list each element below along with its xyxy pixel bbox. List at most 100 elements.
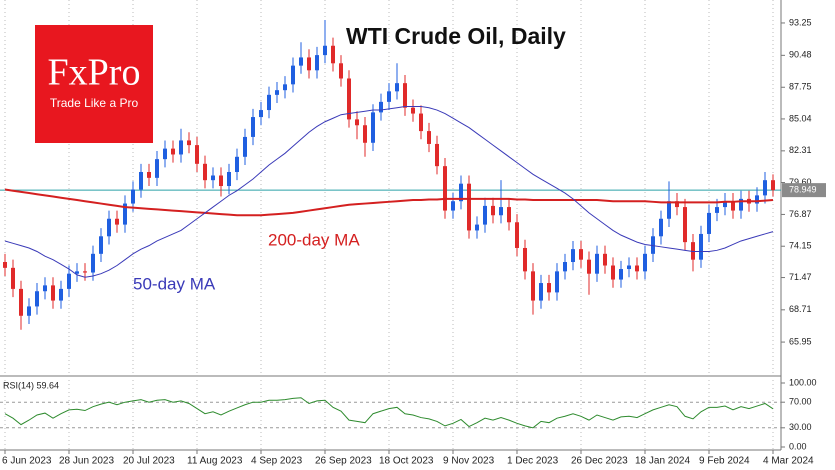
y-tick-label: 100.00: [789, 377, 817, 387]
y-tick-label: 70.00: [789, 397, 812, 407]
x-tick-label: 18 Oct 2023: [379, 456, 434, 467]
candle-body: [475, 224, 479, 231]
candle-body: [387, 91, 391, 102]
x-tick-label: 4 Sep 2023: [251, 456, 303, 467]
logo-brand: FxPro: [48, 52, 141, 94]
candle-body: [395, 83, 399, 92]
candle-body: [267, 94, 271, 111]
candle-body: [43, 285, 47, 292]
candle-body: [355, 119, 359, 126]
candle-body: [555, 271, 559, 293]
candle-body: [739, 198, 743, 211]
candle-body: [507, 207, 511, 223]
candle-body: [115, 218, 119, 225]
y-tick-label: 30.00: [789, 422, 812, 432]
candle-body: [643, 253, 647, 272]
x-tick-label: 4 Mar 2024: [763, 456, 814, 467]
y-tick-label: 82.31: [789, 145, 812, 155]
candle-body: [147, 171, 151, 178]
candle-body: [91, 253, 95, 273]
y-tick-label: 76.87: [789, 209, 812, 219]
logo-box: [35, 25, 153, 143]
candle-body: [299, 57, 303, 66]
candle-body: [275, 90, 279, 95]
candle-body: [675, 201, 679, 208]
x-tick-label: 9 Nov 2023: [443, 456, 495, 467]
candle-body: [491, 205, 495, 216]
candle-body: [587, 259, 591, 274]
candle-body: [155, 159, 159, 178]
candle-body: [363, 125, 367, 143]
candle-body: [379, 101, 383, 113]
candle-body: [731, 201, 735, 211]
candle-body: [67, 273, 71, 289]
candle-body: [755, 195, 759, 204]
candle-body: [19, 288, 23, 316]
candle-body: [635, 265, 639, 272]
candle-body: [571, 249, 575, 263]
candle-body: [99, 236, 103, 254]
candle-body: [539, 283, 543, 301]
current-price-box: [782, 183, 826, 198]
candle-body: [619, 269, 623, 280]
candle-body: [699, 233, 703, 260]
candle-body: [123, 203, 127, 225]
candle-body: [411, 107, 415, 114]
line-series: [4, 106, 774, 278]
candle-body: [371, 112, 375, 143]
y-tick-label: 93.25: [789, 17, 812, 27]
y-tick-label: 74.15: [789, 241, 812, 251]
candle-body: [603, 253, 607, 266]
candle-body: [195, 145, 199, 164]
candle-body: [179, 140, 183, 155]
y-tick-label: 79.60: [789, 177, 812, 187]
candle-body: [659, 218, 663, 237]
candle-body: [563, 262, 567, 272]
candle-body: [163, 148, 167, 160]
candle-body: [707, 212, 711, 234]
y-tick-label: 71.47: [789, 272, 812, 282]
candle-body: [235, 156, 239, 172]
candle-body: [435, 143, 439, 167]
candle-body: [595, 253, 599, 274]
x-tick-label: 26 Sep 2023: [315, 456, 372, 467]
candle-body: [211, 175, 215, 181]
y-tick-label: 87.75: [789, 82, 812, 92]
candle-body: [683, 207, 687, 243]
candle-body: [227, 171, 231, 187]
candle-body: [59, 288, 63, 301]
candle-body: [403, 83, 407, 108]
candle-body: [291, 65, 295, 85]
candle-body: [483, 205, 487, 225]
marks: [3, 20, 775, 429]
candle-body: [715, 207, 719, 213]
candle-body: [499, 207, 503, 216]
line-series: [4, 397, 774, 429]
candle-body: [3, 262, 7, 268]
x-tick-label: 1 Dec 2023: [507, 456, 559, 467]
candle-body: [139, 171, 143, 190]
chart-title: WTI Crude Oil, Daily: [346, 23, 566, 49]
candle-body: [11, 267, 15, 289]
candle-body: [251, 117, 255, 137]
line-series: [4, 188, 774, 217]
candle-body: [83, 271, 87, 273]
x-tick-label: 26 Dec 2023: [571, 456, 628, 467]
candle-body: [27, 306, 31, 316]
x-tick-label: 20 Jul 2023: [123, 456, 175, 467]
y-tick-label: 65.95: [789, 336, 812, 346]
candle-body: [579, 249, 583, 260]
candle-body: [459, 183, 463, 202]
candle-body: [203, 163, 207, 181]
candle-body: [171, 148, 175, 155]
candle-body: [107, 218, 111, 237]
candle-body: [307, 57, 311, 71]
x-tick-label: 28 Jun 2023: [59, 456, 114, 467]
logo-tagline: Trade Like a Pro: [50, 96, 139, 110]
x-tick-label: 18 Jan 2024: [635, 456, 690, 467]
candle-body: [323, 45, 327, 56]
candle-body: [443, 166, 447, 211]
candle-body: [651, 236, 655, 254]
ma50-label: 50-day MA: [133, 274, 216, 293]
